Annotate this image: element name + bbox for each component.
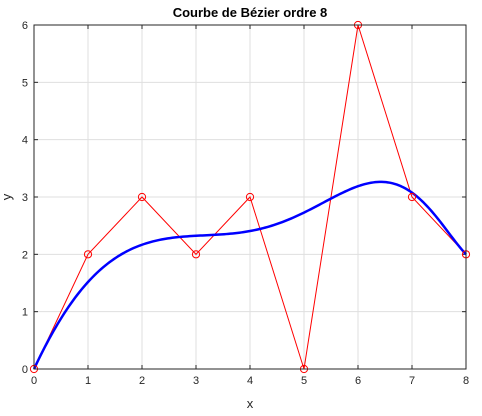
x-tick-label: 7 (409, 375, 415, 387)
y-tick-label: 6 (22, 20, 28, 32)
y-tick-label: 4 (22, 135, 28, 147)
y-tick-label: 3 (22, 192, 28, 204)
y-tick-label: 5 (22, 77, 28, 89)
chart-title: Courbe de Bézier ordre 8 (173, 5, 328, 20)
x-tick-label: 1 (85, 375, 91, 387)
y-tick-label: 0 (22, 364, 28, 376)
x-tick-label: 8 (463, 375, 469, 387)
y-tick-label: 2 (22, 249, 28, 261)
x-tick-label: 0 (31, 375, 37, 387)
x-tick-label: 6 (355, 375, 361, 387)
x-tick-label: 3 (193, 375, 199, 387)
y-axis-label: y (0, 193, 14, 200)
y-tick-label: 1 (22, 307, 28, 319)
x-tick-label: 2 (139, 375, 145, 387)
x-tick-label: 5 (301, 375, 307, 387)
x-axis-label: x (247, 396, 254, 411)
x-tick-label: 4 (247, 375, 253, 387)
